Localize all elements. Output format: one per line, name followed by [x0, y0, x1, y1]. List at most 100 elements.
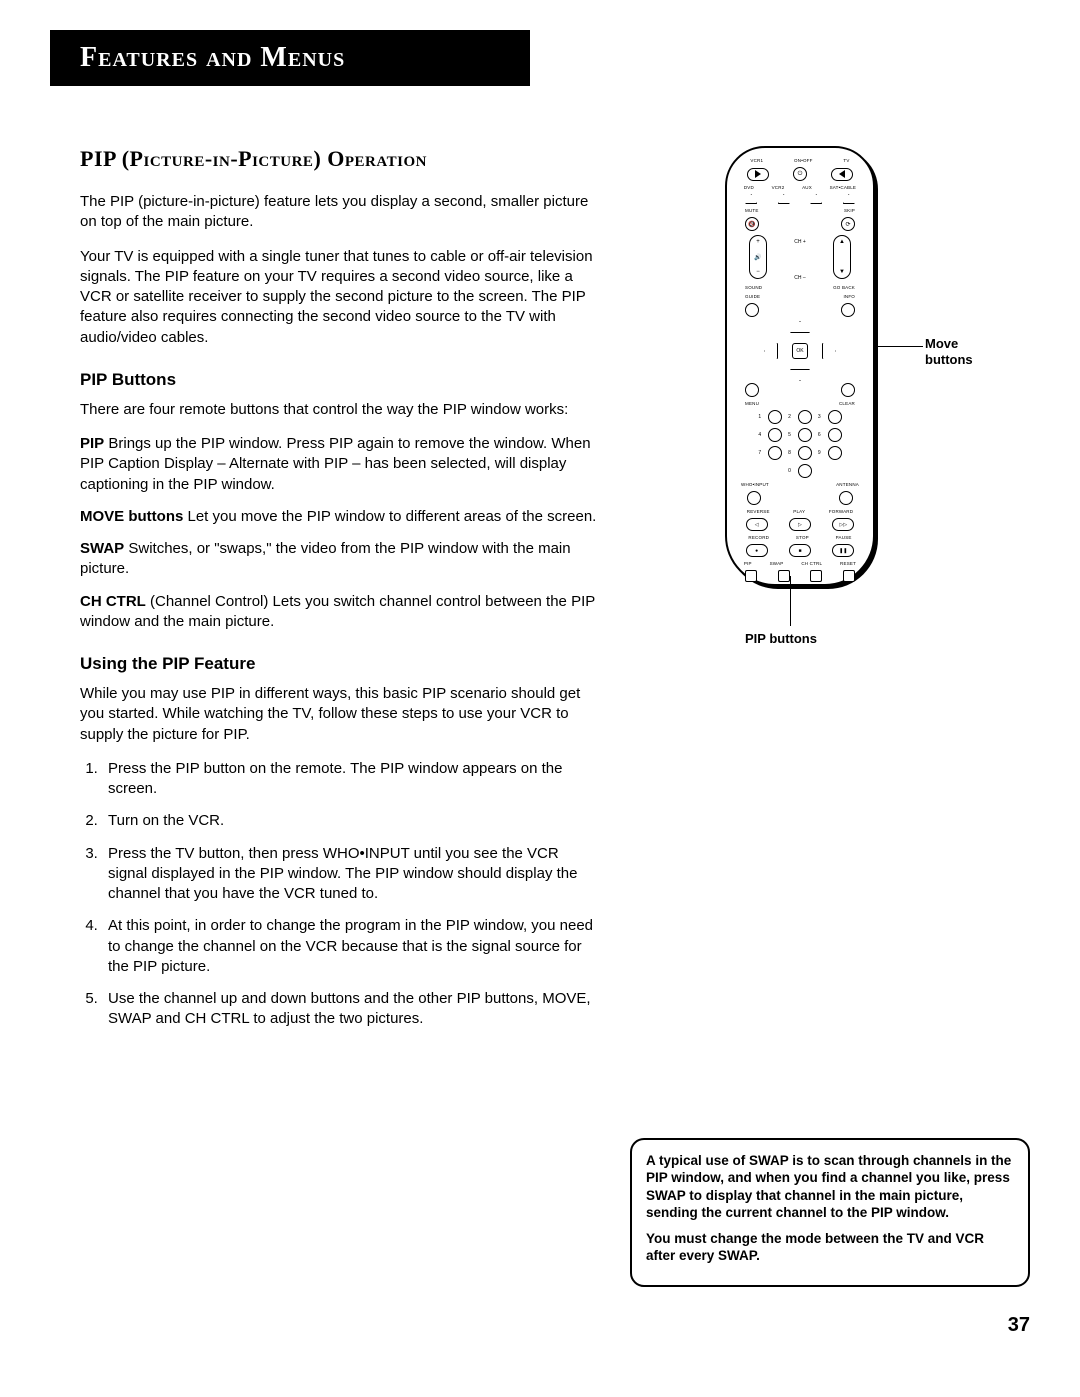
btn-9	[828, 446, 842, 460]
lbl-satcable: SAT•CABLE	[830, 185, 857, 190]
def-pip-term: PIP	[80, 435, 104, 452]
btn-7	[768, 446, 782, 460]
lbl-pip: PIP	[744, 561, 752, 566]
lbl-play: PLAY	[793, 509, 805, 514]
tip-box: A typical use of SWAP is to scan through…	[630, 1138, 1030, 1287]
btn-2	[798, 410, 812, 424]
tip-para-2: You must change the mode between the TV …	[646, 1230, 1014, 1265]
lbl-chctrl: CH CTRL	[801, 561, 822, 566]
btn-8	[798, 446, 812, 460]
btn-dvd	[745, 194, 757, 204]
btn-pause: ❚❚	[832, 544, 854, 557]
callout-pip: PIP buttons	[745, 631, 817, 646]
vol-ch-cluster: +🔊− CH + ▲▼ CH –	[735, 235, 865, 285]
btn-clear	[841, 383, 855, 397]
btn-satcable	[843, 194, 855, 204]
tip-para-1: A typical use of SWAP is to scan through…	[646, 1152, 1014, 1222]
lbl-vcr1: VCR1	[750, 158, 763, 163]
lbl-goback: GO BACK	[833, 285, 855, 290]
section-title: PIP (Picture-in-Picture) Operation	[80, 146, 600, 172]
lbl-guide: GUIDE	[745, 294, 760, 299]
lbl-aux: AUX	[802, 185, 812, 190]
dpad: OK	[760, 321, 840, 381]
lbl-vcr2: VCR2	[772, 185, 785, 190]
remote-control: VCR1 ON•OFF TV ⏻ DVD VCR2 AUX SAT•C	[725, 146, 875, 586]
btn-up	[790, 321, 810, 333]
btn-reverse: ◁	[746, 518, 768, 531]
def-chctrl: CH CTRL (Channel Control) Lets you switc…	[80, 592, 600, 633]
def-chctrl-desc: (Channel Control) Lets you switch channe…	[80, 593, 595, 630]
header-bar: Features and Menus	[50, 30, 530, 86]
btn-aux	[810, 194, 822, 204]
btn-chctrl	[810, 570, 822, 582]
lbl-sound: SOUND	[745, 285, 762, 290]
step-3: Press the TV button, then press WHO•INPU…	[102, 844, 600, 905]
using-pip-intro: While you may use PIP in different ways,…	[80, 684, 600, 745]
btn-reset	[843, 570, 855, 582]
lbl-skip: SKIP	[844, 208, 855, 213]
btn-right	[822, 343, 836, 359]
btn-5	[798, 428, 812, 442]
def-swap-desc: Switches, or "swaps," the video from the…	[80, 540, 571, 577]
btn-forward: ▷▷	[832, 518, 854, 531]
lbl-mute: MUTE	[745, 208, 759, 213]
btn-guide	[745, 303, 759, 317]
btn-onoff: ⏻	[793, 167, 807, 181]
right-column: VCR1 ON•OFF TV ⏻ DVD VCR2 AUX SAT•C	[630, 146, 1000, 1042]
btn-info	[841, 303, 855, 317]
btn-record: ●	[746, 544, 768, 557]
btn-whoinput	[747, 491, 761, 505]
intro-para-2: Your TV is equipped with a single tuner …	[80, 247, 600, 348]
btn-3	[828, 410, 842, 424]
lbl-reset: RESET	[840, 561, 856, 566]
btn-stop: ■	[789, 544, 811, 557]
page: Features and Menus PIP (Picture-in-Pictu…	[50, 30, 1030, 1347]
pip-buttons-heading: PIP Buttons	[80, 370, 600, 390]
callout-line-move	[873, 346, 923, 347]
lbl-antenna: ANTENNA	[836, 482, 859, 487]
lbl-record: RECORD	[748, 535, 769, 540]
lbl-tv: TV	[843, 158, 849, 163]
btn-vcr1-power	[747, 168, 769, 181]
lbl-forward: FORWARD	[829, 509, 853, 514]
step-4: At this point, in order to change the pr…	[102, 916, 600, 977]
using-pip-heading: Using the PIP Feature	[80, 654, 600, 674]
lbl-onoff: ON•OFF	[794, 158, 813, 163]
lbl-info: INFO	[843, 294, 855, 299]
btn-skip: ⟳	[841, 217, 855, 231]
header-title: Features and Menus	[80, 42, 500, 74]
btn-menu	[745, 383, 759, 397]
lbl-clear: CLEAR	[839, 401, 855, 406]
def-move-desc: Let you move the PIP window to different…	[183, 508, 596, 525]
step-5: Use the channel up and down buttons and …	[102, 989, 600, 1030]
lbl-stop: STOP	[796, 535, 809, 540]
def-chctrl-term: CH CTRL	[80, 593, 146, 610]
btn-ok: OK	[792, 343, 808, 359]
page-number: 37	[1008, 1314, 1030, 1337]
number-pad: 123 456 789 0	[735, 410, 865, 478]
steps-list: Press the PIP button on the remote. The …	[80, 759, 600, 1030]
callout-move: Move buttons	[925, 336, 985, 367]
intro-para-1: The PIP (picture-in-picture) feature let…	[80, 192, 600, 233]
def-move-term: MOVE buttons	[80, 508, 183, 525]
left-column: PIP (Picture-in-Picture) Operation The P…	[80, 146, 600, 1042]
btn-ch: ▲▼	[833, 235, 851, 279]
lbl-reverse: REVERSE	[747, 509, 770, 514]
btn-4	[768, 428, 782, 442]
lbl-menu: MENU	[745, 401, 759, 406]
btn-left	[764, 343, 778, 359]
lbl-chminus: CH –	[794, 275, 805, 281]
lbl-dvd: DVD	[744, 185, 754, 190]
lbl-swap: SWAP	[770, 561, 784, 566]
pip-buttons-intro: There are four remote buttons that contr…	[80, 400, 600, 420]
btn-play: ▷	[789, 518, 811, 531]
lbl-pause: PAUSE	[836, 535, 852, 540]
step-1: Press the PIP button on the remote. The …	[102, 759, 600, 800]
def-pip-desc: Brings up the PIP window. Press PIP agai…	[80, 435, 591, 493]
btn-antenna	[839, 491, 853, 505]
def-pip: PIP Brings up the PIP window. Press PIP …	[80, 434, 600, 495]
btn-vol: +🔊−	[749, 235, 767, 279]
def-move: MOVE buttons Let you move the PIP window…	[80, 507, 600, 527]
btn-pip	[745, 570, 757, 582]
btn-swap	[778, 570, 790, 582]
